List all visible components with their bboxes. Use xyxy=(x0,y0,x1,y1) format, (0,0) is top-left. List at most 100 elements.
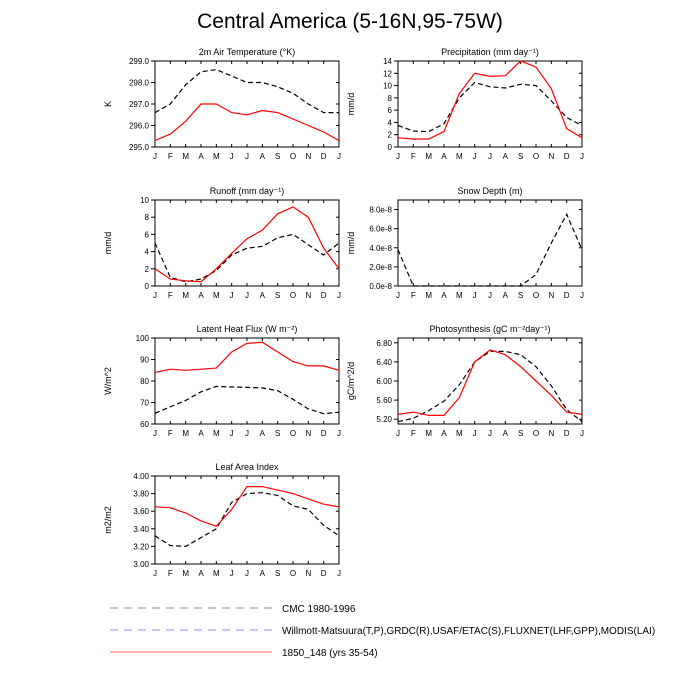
panel-5-xtick-label: A xyxy=(260,429,266,438)
panel-3-ytick-label: 8 xyxy=(145,213,150,222)
panel-2-ytick-label: 0 xyxy=(388,143,393,152)
panel-1-xtick-label: N xyxy=(305,152,311,161)
panel-3-ytick-label: 10 xyxy=(140,196,149,205)
panel-6-xtick-label: J xyxy=(488,429,492,438)
panel-1-xtick-label: J xyxy=(230,152,234,161)
panel-2-xtick-label: J xyxy=(396,152,400,161)
panel-3-xtick-label: J xyxy=(230,291,234,300)
panel-6-frame xyxy=(397,337,583,425)
panel-7-xtick-label: J xyxy=(337,569,341,578)
panel-5-ytick-label: 90 xyxy=(140,356,149,365)
panel-2-ytick-label: 12 xyxy=(383,69,392,78)
panel-2-ylabel: mm/d xyxy=(346,93,356,116)
panel-2-ytick-label: 14 xyxy=(383,57,392,66)
panel-3-xtick-label: M xyxy=(213,291,220,300)
panel-7-xtick-label: A xyxy=(260,569,266,578)
panel-7-ytick-label: 3.00 xyxy=(133,560,149,569)
panel-4-ytick-label: 0.0e-8 xyxy=(369,282,392,291)
panel-3-ylabel: mm/d xyxy=(103,232,113,255)
panel-4-xtick-label: O xyxy=(533,291,539,300)
panel-1-frame xyxy=(154,60,340,148)
panel-4-ytick-label: 4.0e-8 xyxy=(369,244,392,253)
panel-7-ytick-label: 3.40 xyxy=(133,525,149,534)
panel-7-xtick-label: M xyxy=(213,569,220,578)
panel-1-series-model-line xyxy=(154,103,340,142)
panel-2-ytick-label: 2 xyxy=(388,131,393,140)
panel-7-xtick-label: J xyxy=(230,569,234,578)
panel-4-frame xyxy=(397,199,583,287)
panel-4-title: Snow Depth (m) xyxy=(457,186,522,196)
panel-3-xtick-label: M xyxy=(182,291,189,300)
panel-7-xtick-label: O xyxy=(290,569,296,578)
panel-2-ytick-label: 4 xyxy=(388,118,393,127)
panel-3-xtick-label: O xyxy=(290,291,296,300)
panel-5-ytick-label: 60 xyxy=(140,420,149,429)
panel-5-ytick-label: 100 xyxy=(136,334,150,343)
panel-6-ytick-label: 6.00 xyxy=(376,377,392,386)
panel-5-xtick-label: J xyxy=(230,429,234,438)
panel-3-xtick-label: F xyxy=(168,291,173,300)
panel-1-xtick-label: J xyxy=(337,152,341,161)
panel-2-xtick-label: F xyxy=(411,152,416,161)
panel-3-xtick-label: S xyxy=(275,291,280,300)
panel-7-xtick-label: J xyxy=(245,569,249,578)
panel-7-xtick-label: J xyxy=(153,569,157,578)
panel-5-ytick-label: 70 xyxy=(140,399,149,408)
panel-3-frame xyxy=(154,199,340,287)
panel-6-xtick-label: J xyxy=(396,429,400,438)
panel-5-xtick-label: A xyxy=(198,429,204,438)
panel-4-xtick-label: S xyxy=(518,291,523,300)
panel-5-xtick-label: N xyxy=(305,429,311,438)
panel-7-xtick-label: N xyxy=(305,569,311,578)
panel-5-series-model-line xyxy=(154,341,340,373)
panel-4-ytick-label: 8.0e-8 xyxy=(369,206,392,215)
panel-5-series-observed-line xyxy=(154,385,340,415)
panel-6-xtick-label: J xyxy=(580,429,584,438)
panel-1-ytick-label: 297.0 xyxy=(129,100,150,109)
panel-2-ytick-label: 6 xyxy=(388,106,393,115)
panel-3-xtick-label: N xyxy=(305,291,311,300)
panel-1-xtick-label: M xyxy=(213,152,220,161)
panel-7-xtick-label: D xyxy=(321,569,327,578)
panel-3-ytick-label: 2 xyxy=(145,265,150,274)
panel-2-xtick-label: J xyxy=(580,152,584,161)
panel-4-xtick-label: M xyxy=(425,291,432,300)
panel-6-xtick-label: A xyxy=(503,429,509,438)
panel-6-title: Photosynthesis (gC m⁻²day⁻¹) xyxy=(429,324,550,334)
panel-2-xtick-label: D xyxy=(564,152,570,161)
panel-6-xtick-label: M xyxy=(425,429,432,438)
panel-2-xtick-label: M xyxy=(425,152,432,161)
panel-6-ytick-label: 5.20 xyxy=(376,415,392,424)
panel-1-xtick-label: A xyxy=(198,152,204,161)
panel-7-ytick-label: 4.00 xyxy=(133,472,149,481)
panel-5-xtick-label: M xyxy=(182,429,189,438)
panel-3-series-observed-line xyxy=(154,233,340,283)
panel-4-xtick-label: A xyxy=(503,291,509,300)
panel-7-xtick-label: M xyxy=(182,569,189,578)
panel-3-xtick-label: A xyxy=(198,291,204,300)
panel-2-xtick-label: O xyxy=(533,152,539,161)
panel-1-xtick-label: F xyxy=(168,152,173,161)
panel-5-xtick-label: M xyxy=(213,429,220,438)
figure-title: Central America (5-16N,95-75W) xyxy=(197,10,503,33)
panel-3-series-model-line xyxy=(154,206,340,283)
panel-1-xtick-label: A xyxy=(260,152,266,161)
panel-4-xtick-label: A xyxy=(441,291,447,300)
panel-7-xtick-label: F xyxy=(168,569,173,578)
panel-3-xtick-label: A xyxy=(260,291,266,300)
panel-5-xtick-label: J xyxy=(245,429,249,438)
panel-3-ytick-label: 4 xyxy=(145,248,150,257)
panel-4-xtick-label: M xyxy=(456,291,463,300)
panel-2-xtick-label: A xyxy=(503,152,509,161)
panel-6-series-observed-line xyxy=(397,350,583,423)
panel-2-ytick-label: 10 xyxy=(383,82,392,91)
panel-6-xtick-label: M xyxy=(456,429,463,438)
panel-6-xtick-label: J xyxy=(473,429,477,438)
panel-1-title: 2m Air Temperature (°K) xyxy=(199,47,295,57)
panel-7-ytick-label: 3.80 xyxy=(133,490,149,499)
panel-1-xtick-label: M xyxy=(182,152,189,161)
panel-4-xtick-label: N xyxy=(548,291,554,300)
panel-7-ylabel: m2/m2 xyxy=(103,506,113,534)
panel-3-ytick-label: 6 xyxy=(145,230,150,239)
panel-2-title: Precipitation (mm day⁻¹) xyxy=(441,47,539,57)
